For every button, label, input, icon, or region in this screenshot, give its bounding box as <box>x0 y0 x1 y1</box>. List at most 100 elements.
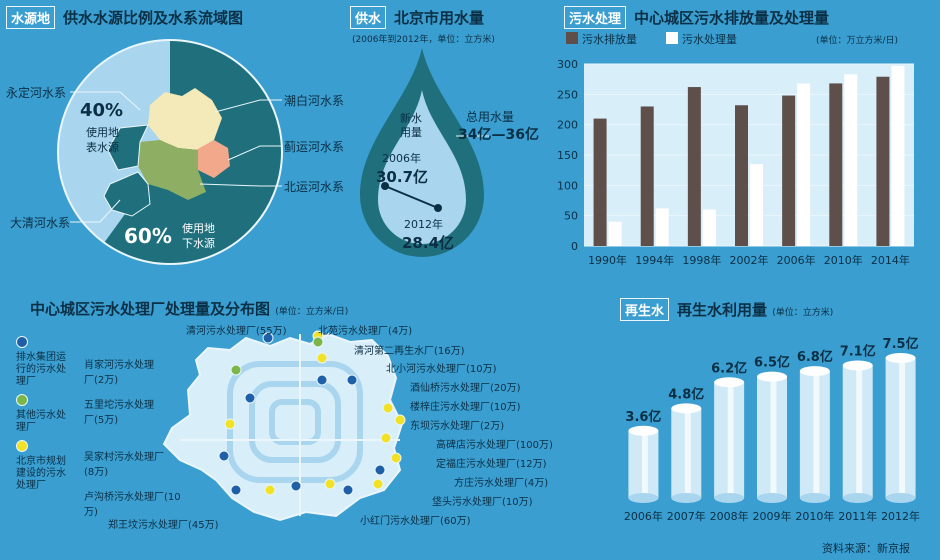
bar-treated <box>702 209 716 246</box>
bar-discharge <box>640 106 654 246</box>
plant-marker <box>230 364 242 376</box>
recycled-tag: 再生水 <box>620 298 670 321</box>
x-tick-label: 2002年 <box>730 253 769 267</box>
sewage-bar-chart: 0 50 100 150 200 250 300 1990年 1994年 1998年 2002年 20… <box>557 58 914 267</box>
recycled-bar-shine <box>684 408 691 498</box>
ground-label-1: 使用地 <box>182 222 215 235</box>
recycled-bar-base <box>799 493 830 503</box>
plant-label-wulituo: 五里坨污水处理厂(5万) <box>84 400 154 426</box>
total-use-label: 总用水量 <box>466 110 515 124</box>
value-2012: 28.4亿 <box>402 234 455 252</box>
legend-swatch-discharge <box>566 32 578 44</box>
recycled-x-label: 2012年 <box>881 509 920 523</box>
recycled-value-label: 4.8亿 <box>668 386 704 402</box>
plant-marker <box>218 450 230 462</box>
plants-unit: (单位：立方米/日) <box>275 307 349 317</box>
sewage-heading: 污水处理 中心城区污水排放量及处理量 <box>564 6 829 29</box>
bar-discharge <box>782 95 796 246</box>
recycled-bar-base <box>671 493 702 503</box>
recycled-value-label: 6.5亿 <box>754 355 790 371</box>
recycled-bar-base <box>885 493 916 503</box>
plant-label-jiuxianqiao: 酒仙桥污水处理厂(20万) <box>410 383 521 394</box>
water-source-heading: 水源地 供水水源比例及水系流域图 <box>6 6 243 29</box>
legend-discharge: 污水排放量 <box>582 33 637 46</box>
plant-label-beixiaohe: 北小河污水处理厂(10万) <box>386 364 497 375</box>
water-source-title: 供水水源比例及水系流域图 <box>63 9 244 27</box>
bar-treated <box>797 83 811 246</box>
recycled-bar-base <box>842 493 873 503</box>
plant-marker <box>264 484 276 496</box>
river-label-chaobai: 潮白河水系 <box>284 94 345 108</box>
recycled-bar-base <box>714 493 745 503</box>
water-use-heading: 供水 北京市用水量 <box>350 6 484 29</box>
y-tick-label: 100 <box>557 179 578 192</box>
x-tick-label: 2006年 <box>777 253 816 267</box>
recycled-bar-base <box>757 493 787 503</box>
recycled-bar-top <box>757 371 787 382</box>
recycled-bar-chart: 3.6亿 2006年 4.8亿 2007年 6.2亿 2008年 6.5亿 2009年 6.8亿… <box>624 336 920 523</box>
year-2006-label: 2006年 <box>382 152 421 165</box>
bar-treated <box>750 164 763 246</box>
x-tick-label: 1990年 <box>588 253 627 267</box>
year-2012-label: 2012年 <box>404 218 443 231</box>
recycled-value-label: 6.8亿 <box>797 349 833 365</box>
recycled-bar-shine <box>856 365 863 498</box>
basin-beiyun <box>138 140 206 200</box>
value-2006: 30.7亿 <box>376 168 429 186</box>
plant-marker <box>324 478 336 490</box>
plant-marker <box>316 374 328 386</box>
legend-text-green: 其他污水处理厂 <box>16 410 66 433</box>
plant-label-gaobeidian: 高碑店污水处理厂(100万) <box>436 440 553 451</box>
recycled-x-label: 2008年 <box>710 509 749 523</box>
plant-label-dongba: 东坝污水处理厂(2万) <box>410 421 505 432</box>
y-tick-label: 300 <box>557 58 578 71</box>
recycled-value-label: 6.2亿 <box>711 360 747 376</box>
plant-marker <box>262 332 274 344</box>
river-label-yongding: 永定河水系 <box>6 86 67 100</box>
recycled-x-label: 2009年 <box>753 509 792 523</box>
plants-title: 中心城区污水处理厂处理量及分布图 <box>30 300 271 318</box>
plant-marker <box>230 484 242 496</box>
sewage-title: 中心城区污水排放量及处理量 <box>634 9 830 27</box>
recycled-x-label: 2010年 <box>795 509 834 523</box>
plant-marker <box>244 392 256 404</box>
plant-label-qinghe: 清河污水处理厂(55万) <box>186 326 287 337</box>
recycled-x-label: 2011年 <box>838 509 877 523</box>
plant-marker <box>290 480 302 492</box>
point-2012 <box>434 204 442 212</box>
ground-percent: 60% <box>124 224 172 248</box>
y-tick-label: 150 <box>557 149 578 162</box>
recycled-bar-shine <box>770 376 777 498</box>
recycled-bar-shine <box>899 358 906 498</box>
surface-percent: 40% <box>80 100 124 121</box>
surface-label-1: 使用地 <box>86 126 119 139</box>
plant-label-xiaojiahe: 肖家河污水处理厂(2万) <box>84 360 154 386</box>
y-tick-label: 50 <box>564 210 578 223</box>
plant-marker <box>382 402 394 414</box>
recycled-bar-top <box>628 425 659 436</box>
right-plant-labels: 北小河污水处理厂(10万) 酒仙桥污水处理厂(20万) 楼梓庄污水处理厂(10万… <box>360 360 553 527</box>
recycled-bar-top <box>799 366 830 377</box>
water-drop <box>360 48 490 257</box>
recycled-title: 再生水利用量 <box>677 301 768 319</box>
bar-discharge <box>687 87 701 246</box>
recycled-value-label: 7.1亿 <box>840 343 876 359</box>
sewage-unit: (单位：万立方米/日) <box>816 36 899 46</box>
bar-treated <box>608 221 622 246</box>
plant-marker <box>374 464 386 476</box>
plant-marker <box>394 414 406 426</box>
bar-treated <box>655 208 669 246</box>
y-tick-label: 250 <box>557 88 578 101</box>
recycled-bar-base <box>628 493 659 503</box>
total-use-value: 34亿—36亿 <box>458 127 539 143</box>
plant-label-futou: 垡头污水处理厂(10万) <box>432 497 533 508</box>
legend-swatch-treated <box>666 32 678 44</box>
bar-discharge <box>593 118 607 246</box>
x-tick-label: 1994年 <box>635 253 674 267</box>
x-tick-label: 1998年 <box>682 253 721 267</box>
plant-marker <box>342 484 354 496</box>
new-water-label-1: 新水 <box>400 112 422 125</box>
bar-discharge <box>829 83 843 246</box>
y-tick-label: 200 <box>557 119 578 132</box>
plant-label-fangzhuang: 方庄污水处理厂(4万) <box>454 478 549 489</box>
